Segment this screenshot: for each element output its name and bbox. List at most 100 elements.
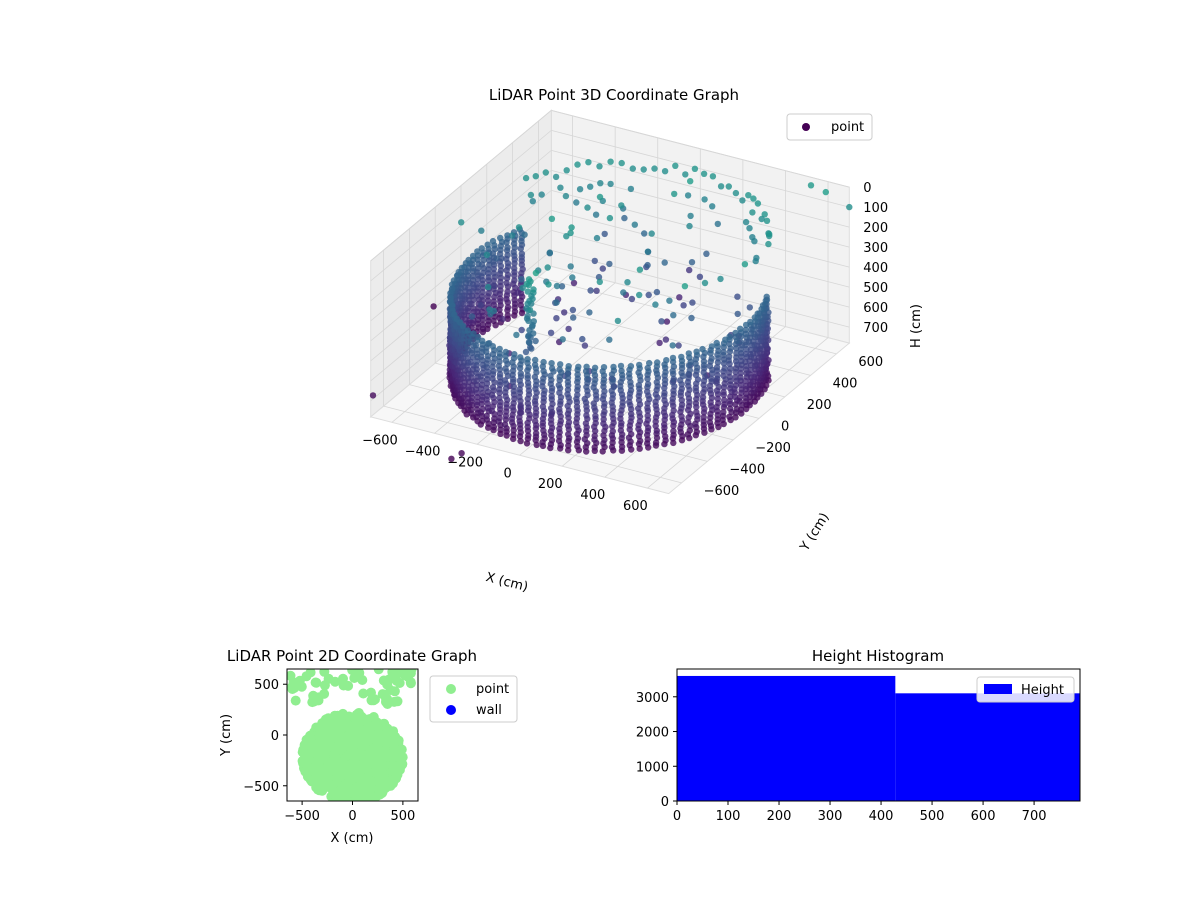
point-3d <box>523 440 531 447</box>
point-3d <box>579 335 586 343</box>
point-3d <box>559 336 566 343</box>
y-tick-label-hist: 3000 <box>636 691 669 706</box>
point-3d <box>513 331 520 339</box>
point-3d <box>714 416 721 423</box>
point-3d <box>516 377 523 384</box>
point-3d <box>489 384 497 391</box>
point-3d <box>467 338 474 346</box>
point-3d <box>678 437 686 444</box>
point-3d <box>688 259 696 266</box>
point-3d <box>509 359 516 366</box>
point-3d <box>651 165 658 172</box>
point-2d <box>349 712 360 723</box>
point-3d <box>524 400 532 407</box>
point-3d <box>654 359 661 366</box>
histogram-bars <box>677 675 1080 801</box>
point-3d <box>477 421 484 428</box>
point-3d <box>467 406 475 413</box>
point-3d <box>644 440 651 447</box>
point-3d <box>538 191 545 198</box>
point-3d <box>751 238 758 245</box>
point-3d <box>696 273 704 280</box>
point-3d <box>738 357 745 365</box>
point-3d <box>671 190 678 198</box>
point-3d <box>516 433 524 440</box>
chart-hist-title: Height Histogram <box>812 647 944 665</box>
point-3d <box>617 362 625 370</box>
point-2d <box>373 669 384 675</box>
point-3d <box>741 261 749 268</box>
legend-3d: point <box>786 113 873 141</box>
point-3d <box>575 363 582 370</box>
point-3d <box>706 362 714 370</box>
point-3d <box>488 391 496 398</box>
point-3d <box>684 192 692 199</box>
y-tick-label-3d: −200 <box>755 441 791 456</box>
point-3d <box>548 215 556 222</box>
legend-hist-swatch <box>984 684 1012 694</box>
point-3d <box>714 220 721 228</box>
x-tick-label-hist: 200 <box>767 809 792 824</box>
point-3d <box>582 420 590 427</box>
point-3d <box>685 414 692 421</box>
x-tick-label-3d: 200 <box>538 477 563 492</box>
point-3d <box>540 395 547 402</box>
plot-2d: LiDAR Point 2D Coordinate Graph −500 0 500… <box>219 647 518 846</box>
point-2d <box>287 670 296 681</box>
point-3d <box>661 384 668 392</box>
point-3d <box>547 372 554 380</box>
point-3d <box>553 299 560 306</box>
point-2d <box>355 724 365 735</box>
point-3d <box>686 266 693 274</box>
z-tick-label-3d: 0 <box>863 181 871 196</box>
point-3d <box>496 345 503 353</box>
point-3d <box>486 306 493 313</box>
point-2d <box>309 774 320 785</box>
point-3d <box>496 350 503 357</box>
point-2d <box>297 747 308 758</box>
point-3d <box>518 276 525 283</box>
legend-hist: Height <box>976 676 1075 703</box>
point-3d <box>501 421 509 428</box>
point-3d <box>524 419 531 427</box>
point-3d <box>720 356 728 363</box>
point-2d <box>386 737 397 748</box>
point-3d <box>526 306 534 314</box>
point-3d <box>717 183 725 190</box>
point-3d <box>687 212 694 220</box>
point-3d <box>458 219 465 226</box>
point-3d <box>531 361 539 368</box>
point-3d <box>497 234 504 242</box>
point-3d <box>510 376 517 383</box>
point-3d <box>553 315 560 322</box>
point-2d <box>358 688 369 699</box>
point-3d <box>529 198 536 205</box>
y-tick-label-hist: 1000 <box>636 760 669 775</box>
point-3d <box>497 287 504 294</box>
x-tick-label-2d: 0 <box>348 809 356 824</box>
z-tick-label-3d: 400 <box>863 261 888 276</box>
point-3d <box>732 382 740 389</box>
point-3d <box>540 367 547 375</box>
histogram-bar <box>895 693 1080 801</box>
point-3d <box>568 224 575 231</box>
point-3d <box>574 435 582 442</box>
point-3d <box>752 257 759 265</box>
point-3d <box>509 232 516 239</box>
point-3d <box>552 173 560 181</box>
point-3d <box>707 399 714 406</box>
point-3d <box>738 386 745 393</box>
point-3d <box>640 166 647 173</box>
point-3d <box>502 357 510 364</box>
point-2d <box>387 669 398 677</box>
point-3d <box>458 450 465 457</box>
point-2d <box>357 749 368 760</box>
point-3d <box>763 217 771 224</box>
point-3d <box>742 218 750 226</box>
point-3d <box>601 230 608 238</box>
z-tick-label-3d: 100 <box>863 201 888 216</box>
point-3d <box>661 259 668 266</box>
point-3d <box>692 400 700 407</box>
point-3d <box>609 411 616 418</box>
point-3d <box>662 336 670 343</box>
